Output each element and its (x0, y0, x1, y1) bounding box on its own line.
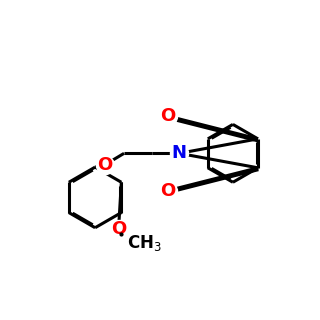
Text: O: O (161, 181, 176, 200)
Text: O: O (111, 220, 126, 238)
Text: CH$_3$: CH$_3$ (127, 233, 162, 253)
Text: O: O (161, 107, 176, 125)
Text: N: N (172, 144, 187, 162)
Text: O: O (97, 156, 112, 174)
